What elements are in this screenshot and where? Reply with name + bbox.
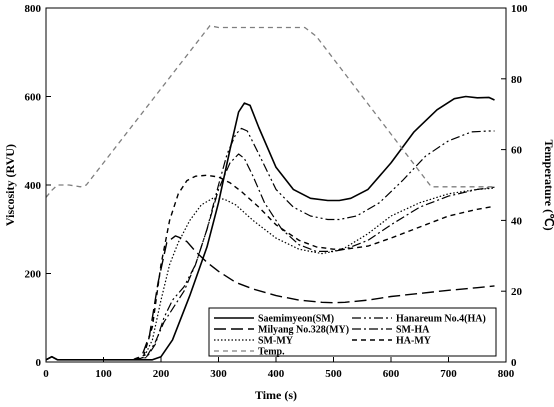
- y-tick-label: 200: [25, 269, 42, 281]
- series-line-6: [45, 25, 495, 198]
- legend-box: [208, 307, 497, 357]
- x-tick-label: 400: [268, 368, 285, 380]
- series-line-5: [45, 174, 495, 361]
- legend-label: Saemimyeon(SM): [258, 314, 334, 325]
- y2-tick-label: 40: [511, 215, 523, 227]
- plot-frame: [45, 7, 507, 363]
- labels-layer: 0 100 200 300 400 500 600 700 800020040060080002…: [25, 3, 529, 380]
- y2-tick-label: 60: [511, 145, 523, 157]
- x-tick-label: 800: [498, 368, 515, 380]
- legend-label: SM-MY: [258, 336, 294, 347]
- y2-tick-label: 100: [511, 3, 528, 15]
- series-line-3: [45, 127, 495, 361]
- x-tick-label: 100: [95, 368, 112, 380]
- series-line-2: [45, 187, 495, 361]
- legend-label: HA-MY: [396, 336, 432, 347]
- x-tick-label: 700: [440, 368, 457, 380]
- series-line-1: [45, 235, 495, 361]
- x-tick-label: 600: [383, 368, 400, 380]
- y-tick-label: 0: [36, 357, 42, 369]
- y-tick-label: 800: [25, 3, 42, 15]
- y2-axis-title: Temperature (℃): [542, 139, 554, 230]
- x-axis-title: Time (s): [255, 388, 297, 402]
- legend-label: Hanareum No.4(HA): [396, 314, 486, 325]
- y-tick-label: 600: [25, 92, 42, 104]
- y2-tick-label: 0: [511, 357, 517, 369]
- x-tick-label: 0: [43, 368, 49, 380]
- y-tick-label: 400: [25, 180, 42, 192]
- y2-tick-label: 20: [511, 286, 523, 298]
- legend-label: Milyang No.328(MY): [258, 325, 349, 336]
- series-layer: [45, 25, 495, 361]
- x-tick-label: 500: [325, 368, 342, 380]
- y-axis-title: Viscosity (RVU): [3, 144, 17, 226]
- x-tick-label: 300: [210, 368, 227, 380]
- legend: Saemimyeon(SM) Hanareum No.4(HA) Milyang N…: [208, 307, 497, 358]
- series-line-4: [45, 153, 495, 361]
- x-tick-label: 200: [153, 368, 170, 380]
- series-line-0: [45, 95, 495, 361]
- legend-label: Temp.: [258, 347, 285, 358]
- legend-label: SM-HA: [396, 325, 430, 336]
- y2-tick-label: 80: [511, 74, 523, 86]
